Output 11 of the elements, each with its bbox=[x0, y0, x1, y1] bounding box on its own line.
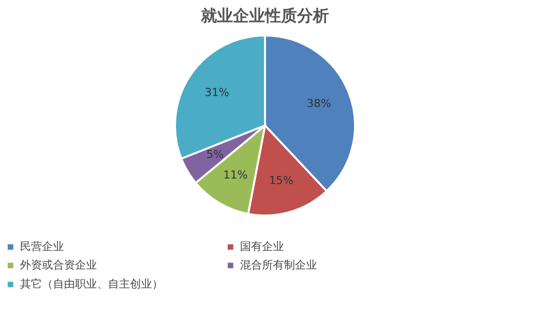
data-label: 38% bbox=[306, 97, 332, 110]
legend-label: 国有企业 bbox=[240, 240, 284, 253]
data-label: 15% bbox=[268, 174, 294, 188]
legend-label: 混合所有制企业 bbox=[240, 258, 317, 272]
data-label: 11% bbox=[223, 168, 248, 182]
data-label: 31% bbox=[204, 86, 230, 99]
data-label: 5% bbox=[206, 148, 224, 162]
legend-label: 民营企业 bbox=[20, 240, 64, 253]
legend-label: 其它（自由职业、自主创业） bbox=[20, 278, 163, 290]
legend-label: 外资或合资企业 bbox=[20, 258, 97, 272]
chart-title: 就业企业性质分析 bbox=[200, 6, 329, 25]
